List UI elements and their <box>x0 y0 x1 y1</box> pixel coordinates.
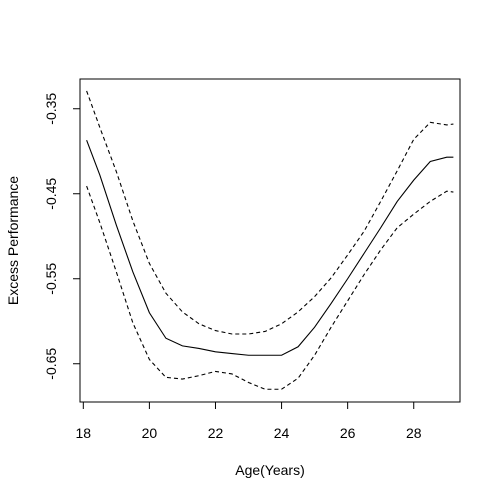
x-tick-label: 22 <box>208 425 224 441</box>
y-axis-label: Excess Performance <box>5 176 21 305</box>
x-tick-label: 26 <box>340 425 356 441</box>
y-tick-label: -0.35 <box>43 93 59 125</box>
upper-band-line <box>86 90 454 335</box>
estimate-line <box>86 140 454 356</box>
y-tick-label: -0.55 <box>43 263 59 295</box>
x-axis-label: Age(Years) <box>235 462 305 478</box>
y-tick-label: -0.45 <box>43 178 59 210</box>
x-axis: 18 20 22 24 26 28 <box>76 402 422 441</box>
x-tick-label: 28 <box>406 425 422 441</box>
y-axis: -0.35 -0.45 -0.55 -0.65 <box>43 93 80 380</box>
y-tick-label: -0.65 <box>43 348 59 380</box>
x-tick-label: 24 <box>274 425 290 441</box>
lower-band-line <box>86 185 454 390</box>
plot-frame <box>79 78 461 403</box>
x-tick-label: 20 <box>142 425 158 441</box>
series-layer <box>86 90 454 390</box>
x-tick-label: 18 <box>76 425 92 441</box>
